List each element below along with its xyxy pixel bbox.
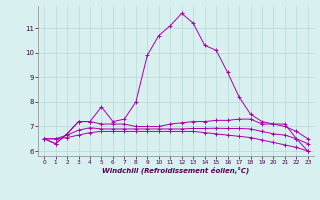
X-axis label: Windchill (Refroidissement éolien,°C): Windchill (Refroidissement éolien,°C) xyxy=(102,167,250,174)
